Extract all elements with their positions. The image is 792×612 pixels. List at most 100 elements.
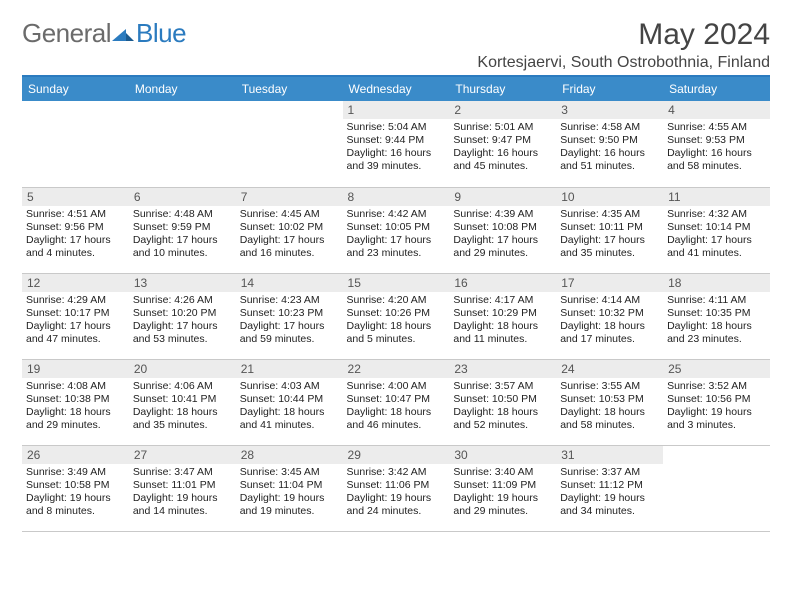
day-details: Sunrise: 4:20 AMSunset: 10:26 PMDaylight…	[347, 294, 446, 347]
day-number: 6	[129, 188, 236, 206]
day-number: 4	[663, 101, 770, 119]
day-number: 31	[556, 446, 663, 464]
day-details: Sunrise: 4:39 AMSunset: 10:08 PMDaylight…	[453, 208, 552, 261]
calendar-cell: 21 Sunrise: 4:03 AMSunset: 10:44 PMDaylig…	[236, 359, 343, 445]
logo-arrow-icon	[112, 25, 134, 43]
day-details: Sunrise: 3:57 AMSunset: 10:50 PMDaylight…	[453, 380, 552, 433]
calendar-cell: 7 Sunrise: 4:45 AMSunset: 10:02 PMDayligh…	[236, 187, 343, 273]
day-details: Sunrise: 3:42 AMSunset: 11:06 PMDaylight…	[347, 466, 446, 519]
calendar-cell: 31 Sunrise: 3:37 AMSunset: 11:12 PMDaylig…	[556, 445, 663, 531]
day-number: 30	[449, 446, 556, 464]
day-number: 29	[343, 446, 450, 464]
day-details: Sunrise: 4:14 AMSunset: 10:32 PMDaylight…	[560, 294, 659, 347]
weekday-header: Friday	[556, 77, 663, 101]
calendar-cell: 19 Sunrise: 4:08 AMSunset: 10:38 PMDaylig…	[22, 359, 129, 445]
location: Kortesjaervi, South Ostrobothnia, Finlan…	[22, 54, 770, 77]
calendar-cell: 25 Sunrise: 3:52 AMSunset: 10:56 PMDaylig…	[663, 359, 770, 445]
calendar-cell: 27 Sunrise: 3:47 AMSunset: 11:01 PMDaylig…	[129, 445, 236, 531]
calendar-cell: 28 Sunrise: 3:45 AMSunset: 11:04 PMDaylig…	[236, 445, 343, 531]
day-number: 3	[556, 101, 663, 119]
calendar-row: 12Sunrise: 4:29 AMSunset: 10:17 PMDaylig…	[22, 273, 770, 359]
day-number: 28	[236, 446, 343, 464]
day-number: 26	[22, 446, 129, 464]
day-details: Sunrise: 4:11 AMSunset: 10:35 PMDaylight…	[667, 294, 766, 347]
calendar-cell: 2 Sunrise: 5:01 AMSunset: 9:47 PMDaylight…	[449, 101, 556, 187]
day-details: Sunrise: 3:45 AMSunset: 11:04 PMDaylight…	[240, 466, 339, 519]
day-details: Sunrise: 4:45 AMSunset: 10:02 PMDaylight…	[240, 208, 339, 261]
header: General Blue May 2024	[22, 18, 770, 52]
calendar-table: SundayMondayTuesdayWednesdayThursdayFrid…	[22, 77, 770, 532]
day-number: 16	[449, 274, 556, 292]
weekday-header: Monday	[129, 77, 236, 101]
calendar-cell: 11Sunrise: 4:32 AMSunset: 10:14 PMDaylig…	[663, 187, 770, 273]
day-details: Sunrise: 4:58 AMSunset: 9:50 PMDaylight:…	[560, 121, 659, 174]
day-details: Sunrise: 3:40 AMSunset: 11:09 PMDaylight…	[453, 466, 552, 519]
day-details: Sunrise: 3:49 AMSunset: 10:58 PMDaylight…	[26, 466, 125, 519]
day-details: Sunrise: 3:52 AMSunset: 10:56 PMDaylight…	[667, 380, 766, 433]
calendar-cell: 13 Sunrise: 4:26 AMSunset: 10:20 PMDaylig…	[129, 273, 236, 359]
logo-text-2: Blue	[136, 18, 186, 49]
calendar-row: 26 Sunrise: 3:49 AMSunset: 10:58 PMDaylig…	[22, 445, 770, 531]
day-details: Sunrise: 4:17 AMSunset: 10:29 PMDaylight…	[453, 294, 552, 347]
calendar-cell: 9 Sunrise: 4:39 AMSunset: 10:08 PMDayligh…	[449, 187, 556, 273]
day-number: 9	[449, 188, 556, 206]
day-details: Sunrise: 4:06 AMSunset: 10:41 PMDaylight…	[133, 380, 232, 433]
calendar-row: 1 Sunrise: 5:04 AMSunset: 9:44 PMDaylight…	[22, 101, 770, 187]
calendar-cell	[236, 101, 343, 187]
day-number: 19	[22, 360, 129, 378]
day-details: Sunrise: 4:23 AMSunset: 10:23 PMDaylight…	[240, 294, 339, 347]
day-number: 8	[343, 188, 450, 206]
day-number: 1	[343, 101, 450, 119]
calendar-cell: 4Sunrise: 4:55 AMSunset: 9:53 PMDaylight…	[663, 101, 770, 187]
calendar-cell: 23 Sunrise: 3:57 AMSunset: 10:50 PMDaylig…	[449, 359, 556, 445]
day-number: 15	[343, 274, 450, 292]
day-number: 22	[343, 360, 450, 378]
day-details: Sunrise: 4:29 AMSunset: 10:17 PMDaylight…	[26, 294, 125, 347]
day-number: 25	[663, 360, 770, 378]
calendar-row: 19 Sunrise: 4:08 AMSunset: 10:38 PMDaylig…	[22, 359, 770, 445]
calendar-cell: 26 Sunrise: 3:49 AMSunset: 10:58 PMDaylig…	[22, 445, 129, 531]
day-number: 27	[129, 446, 236, 464]
day-details: Sunrise: 4:26 AMSunset: 10:20 PMDaylight…	[133, 294, 232, 347]
weekday-header-row: SundayMondayTuesdayWednesdayThursdayFrid…	[22, 77, 770, 101]
day-details: Sunrise: 3:37 AMSunset: 11:12 PMDaylight…	[560, 466, 659, 519]
day-details: Sunrise: 5:04 AMSunset: 9:44 PMDaylight:…	[347, 121, 446, 174]
calendar-cell: 29 Sunrise: 3:42 AMSunset: 11:06 PMDaylig…	[343, 445, 450, 531]
calendar-cell: 16 Sunrise: 4:17 AMSunset: 10:29 PMDaylig…	[449, 273, 556, 359]
title-block: May 2024	[638, 18, 770, 52]
calendar-cell: 6 Sunrise: 4:48 AMSunset: 9:59 PMDaylight…	[129, 187, 236, 273]
day-number: 7	[236, 188, 343, 206]
day-details: Sunrise: 4:48 AMSunset: 9:59 PMDaylight:…	[133, 208, 232, 261]
weekday-header: Tuesday	[236, 77, 343, 101]
calendar-cell: 22 Sunrise: 4:00 AMSunset: 10:47 PMDaylig…	[343, 359, 450, 445]
day-number: 20	[129, 360, 236, 378]
calendar-cell: 5Sunrise: 4:51 AMSunset: 9:56 PMDaylight…	[22, 187, 129, 273]
calendar-cell: 3 Sunrise: 4:58 AMSunset: 9:50 PMDaylight…	[556, 101, 663, 187]
day-details: Sunrise: 4:51 AMSunset: 9:56 PMDaylight:…	[26, 208, 125, 261]
calendar-cell: 15 Sunrise: 4:20 AMSunset: 10:26 PMDaylig…	[343, 273, 450, 359]
calendar-cell	[663, 445, 770, 531]
calendar-cell: 17 Sunrise: 4:14 AMSunset: 10:32 PMDaylig…	[556, 273, 663, 359]
calendar-cell: 1 Sunrise: 5:04 AMSunset: 9:44 PMDaylight…	[343, 101, 450, 187]
day-details: Sunrise: 4:42 AMSunset: 10:05 PMDaylight…	[347, 208, 446, 261]
day-number: 17	[556, 274, 663, 292]
day-number: 14	[236, 274, 343, 292]
logo: General Blue	[22, 18, 186, 49]
day-number: 13	[129, 274, 236, 292]
day-details: Sunrise: 4:03 AMSunset: 10:44 PMDaylight…	[240, 380, 339, 433]
day-number: 2	[449, 101, 556, 119]
day-details: Sunrise: 3:47 AMSunset: 11:01 PMDaylight…	[133, 466, 232, 519]
weekday-header: Wednesday	[343, 77, 450, 101]
calendar-cell: 30 Sunrise: 3:40 AMSunset: 11:09 PMDaylig…	[449, 445, 556, 531]
day-details: Sunrise: 5:01 AMSunset: 9:47 PMDaylight:…	[453, 121, 552, 174]
day-details: Sunrise: 3:55 AMSunset: 10:53 PMDaylight…	[560, 380, 659, 433]
day-number: 21	[236, 360, 343, 378]
calendar-cell: 24Sunrise: 3:55 AMSunset: 10:53 PMDaylig…	[556, 359, 663, 445]
day-number: 23	[449, 360, 556, 378]
weekday-header: Sunday	[22, 77, 129, 101]
day-details: Sunrise: 4:00 AMSunset: 10:47 PMDaylight…	[347, 380, 446, 433]
calendar-cell: 20 Sunrise: 4:06 AMSunset: 10:41 PMDaylig…	[129, 359, 236, 445]
day-details: Sunrise: 4:08 AMSunset: 10:38 PMDaylight…	[26, 380, 125, 433]
logo-text-1: General	[22, 18, 111, 49]
calendar-cell: 8 Sunrise: 4:42 AMSunset: 10:05 PMDayligh…	[343, 187, 450, 273]
